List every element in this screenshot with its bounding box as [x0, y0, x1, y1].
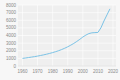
grid-line — [18, 20, 116, 21]
chart: 0 1000 2000 3000 4000 5000 6000 7000 8000 1960 197… — [0, 0, 120, 80]
grid-line — [82, 5, 83, 66]
grid-line — [18, 43, 116, 44]
y-tick-label: 4000 — [6, 33, 17, 38]
grid-line — [18, 5, 116, 6]
grid-line — [18, 58, 116, 59]
y-tick-label: 5000 — [6, 25, 17, 30]
line — [23, 9, 110, 59]
y-tick-label: 7000 — [6, 10, 17, 15]
y-tick-label: 2000 — [6, 48, 17, 53]
x-tick-label: 1970 — [33, 69, 44, 74]
y-tick-label: 1000 — [6, 56, 17, 61]
grid-line — [18, 12, 116, 13]
grid-line — [52, 5, 53, 66]
grid-line — [18, 50, 116, 51]
grid-line — [112, 5, 113, 66]
grid-line — [18, 66, 116, 67]
y-tick-label: 3000 — [6, 41, 17, 46]
x-tick-label: 1960 — [18, 69, 29, 74]
plot-area — [18, 5, 116, 66]
y-tick-label: 0 — [13, 64, 16, 69]
series-group — [23, 9, 110, 59]
grid-line — [67, 5, 68, 66]
x-tick-label: 2000 — [78, 69, 89, 74]
y-tick-label: 6000 — [6, 18, 17, 23]
x-axis-line — [18, 66, 116, 67]
x-tick-label: 1990 — [63, 69, 74, 74]
y-tick-label: 8000 — [6, 3, 17, 8]
x-tick-label: 2020 — [108, 69, 119, 74]
x-tick-label: 1980 — [48, 69, 59, 74]
grid-line — [18, 35, 116, 36]
grid-line — [22, 5, 23, 66]
x-tick-label: 2010 — [93, 69, 104, 74]
grid-line — [37, 5, 38, 66]
grid-line — [97, 5, 98, 66]
